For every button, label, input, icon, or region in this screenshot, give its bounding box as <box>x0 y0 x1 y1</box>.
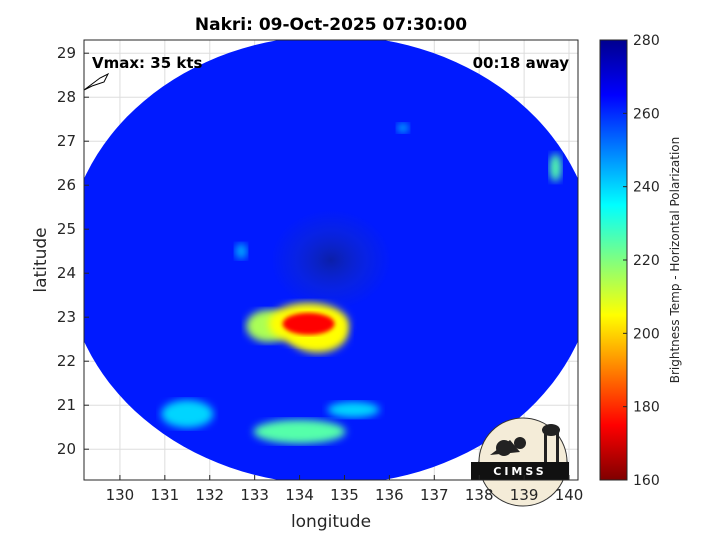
colorbar-tick-label: 280 <box>633 33 660 49</box>
colorbar-tick-label: 180 <box>633 400 660 416</box>
y-axis-label: latitude <box>31 227 51 292</box>
colorbar-tick-label: 260 <box>633 106 660 122</box>
colorbar-label: Brightness Temp - Horizontal Polarizatio… <box>668 137 682 384</box>
swath-layer <box>84 40 578 480</box>
axes-frame <box>83 39 579 481</box>
feature-rainband-south <box>253 419 346 444</box>
y-tick-label: 29 <box>57 44 76 62</box>
feature-cell-north <box>396 123 409 133</box>
y-tick-label: 22 <box>57 352 76 370</box>
coastline <box>83 72 110 91</box>
y-tick-label: 20 <box>57 440 76 458</box>
y-ticks: 20 21 22 23 24 25 26 27 28 29 <box>57 44 89 458</box>
y-tick-label: 24 <box>57 264 76 282</box>
feature-cell-west <box>235 243 248 260</box>
y-tick-label: 25 <box>57 220 76 238</box>
x-tick-label: 134 <box>285 486 314 504</box>
x-axis-label: longitude <box>291 512 371 532</box>
x-ticks: 130 131 132 133 134 135 136 137 138 139 140 <box>106 475 584 504</box>
x-tick-label: 132 <box>195 486 224 504</box>
x-tick-label: 130 <box>106 486 135 504</box>
y-tick-label: 27 <box>57 132 76 150</box>
chart-title: Nakri: 09-Oct-2025 07:30:00 <box>195 15 467 35</box>
cimss-logo: CIMSS <box>471 417 569 507</box>
time-away-annotation: 00:18 away <box>473 54 570 72</box>
y-tick-label: 26 <box>57 176 76 194</box>
colorbar-tick-label: 160 <box>633 473 660 489</box>
x-tick-label: 136 <box>375 486 404 504</box>
feature-deep-convection-core <box>282 312 335 335</box>
colorbar-ticks: 160 180 200 220 240 260 280 <box>623 33 660 489</box>
colorbar <box>599 39 628 481</box>
colorbar-tick-label: 240 <box>633 180 660 196</box>
feature-rainband-south-2 <box>327 401 380 418</box>
y-tick-label: 28 <box>57 88 76 106</box>
x-tick-label: 135 <box>330 486 359 504</box>
x-tick-label: 140 <box>555 486 584 504</box>
x-tick-label: 133 <box>240 486 269 504</box>
colorbar-tick-label: 200 <box>633 326 660 342</box>
feature-cell-northeast <box>549 153 562 182</box>
y-tick-label: 23 <box>57 308 76 326</box>
x-tick-label: 131 <box>151 486 180 504</box>
y-tick-label: 21 <box>57 396 76 414</box>
feature-rainband-southwest <box>161 400 214 428</box>
vmax-annotation: Vmax: 35 kts <box>92 54 202 72</box>
x-tick-label: 138 <box>465 486 494 504</box>
feature-eye <box>271 210 391 310</box>
x-tick-label: 137 <box>420 486 449 504</box>
logo-text: CIMSS <box>493 465 546 478</box>
x-tick-label: 139 <box>510 486 539 504</box>
colorbar-tick-label: 220 <box>633 253 660 269</box>
